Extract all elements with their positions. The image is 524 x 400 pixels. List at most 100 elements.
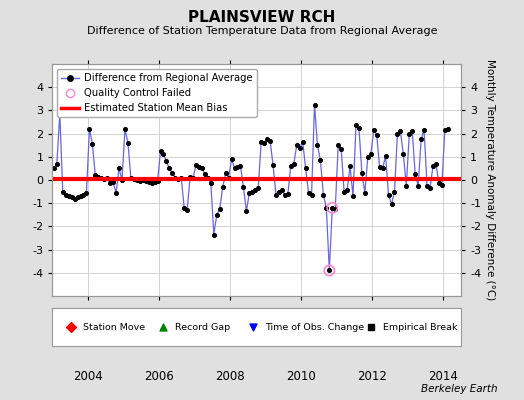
- Point: [239, 184, 248, 190]
- Text: 2008: 2008: [215, 370, 245, 383]
- Point: [310, 102, 319, 108]
- Point: [364, 154, 372, 160]
- Point: [124, 140, 132, 146]
- Point: [141, 178, 150, 184]
- Point: [165, 165, 173, 172]
- Point: [127, 174, 135, 181]
- Point: [269, 162, 277, 168]
- Point: [381, 152, 390, 159]
- Point: [299, 138, 307, 145]
- Point: [325, 267, 334, 274]
- Point: [417, 136, 425, 142]
- Point: [186, 173, 194, 180]
- Point: [64, 193, 73, 200]
- Point: [411, 171, 419, 178]
- Point: [224, 174, 233, 181]
- Point: [355, 125, 363, 131]
- Point: [296, 144, 304, 151]
- Point: [136, 178, 144, 184]
- Point: [426, 185, 434, 191]
- Point: [91, 172, 100, 178]
- Point: [156, 148, 165, 154]
- Point: [373, 132, 381, 138]
- Point: [206, 180, 215, 187]
- Point: [159, 324, 167, 330]
- Point: [222, 170, 230, 176]
- Point: [281, 192, 289, 198]
- Point: [100, 176, 108, 182]
- Point: [204, 174, 212, 181]
- Point: [304, 190, 313, 196]
- Point: [245, 190, 254, 196]
- Point: [396, 128, 405, 134]
- Point: [290, 160, 298, 167]
- Point: [82, 190, 91, 196]
- Point: [322, 205, 331, 211]
- Y-axis label: Monthly Temperature Anomaly Difference (°C): Monthly Temperature Anomaly Difference (…: [485, 59, 495, 301]
- Point: [70, 195, 79, 202]
- Point: [112, 190, 121, 196]
- Point: [432, 160, 440, 167]
- Text: Berkeley Earth: Berkeley Earth: [421, 384, 498, 394]
- Point: [68, 194, 76, 201]
- Point: [334, 142, 342, 148]
- Point: [198, 165, 206, 172]
- Point: [387, 201, 396, 208]
- Point: [94, 173, 103, 180]
- Text: Station Move: Station Move: [83, 322, 145, 332]
- Point: [129, 176, 138, 182]
- Point: [133, 177, 141, 183]
- Point: [384, 192, 392, 198]
- Point: [390, 188, 399, 195]
- Point: [272, 192, 280, 198]
- Point: [369, 127, 378, 133]
- Point: [263, 136, 271, 142]
- Point: [444, 126, 452, 132]
- Point: [275, 188, 283, 195]
- Point: [177, 174, 185, 181]
- Point: [61, 192, 70, 198]
- Point: [231, 165, 239, 172]
- Point: [257, 138, 265, 145]
- Point: [159, 151, 168, 158]
- Legend: Difference from Regional Average, Quality Control Failed, Estimated Station Mean: Difference from Regional Average, Qualit…: [58, 69, 257, 117]
- Point: [251, 187, 259, 194]
- Point: [215, 206, 224, 212]
- Point: [316, 157, 325, 164]
- Point: [189, 174, 197, 181]
- Point: [301, 165, 310, 172]
- Point: [319, 192, 328, 198]
- Point: [88, 141, 96, 147]
- Point: [180, 205, 188, 211]
- Text: 2004: 2004: [73, 370, 103, 383]
- Point: [435, 180, 443, 187]
- Point: [278, 187, 286, 194]
- Point: [283, 191, 292, 197]
- Point: [331, 206, 340, 212]
- Point: [367, 151, 375, 158]
- Text: Record Gap: Record Gap: [175, 322, 230, 332]
- Point: [343, 187, 351, 194]
- Point: [376, 164, 384, 170]
- Point: [52, 160, 61, 167]
- Point: [236, 163, 245, 169]
- Point: [441, 127, 449, 133]
- Point: [340, 188, 348, 195]
- Point: [402, 182, 410, 189]
- Text: Empirical Break: Empirical Break: [384, 322, 458, 332]
- Point: [378, 165, 387, 172]
- Point: [106, 180, 114, 187]
- Point: [414, 182, 422, 189]
- Point: [266, 137, 274, 144]
- Point: [210, 231, 218, 238]
- Point: [337, 146, 345, 152]
- Point: [145, 179, 153, 186]
- Point: [109, 179, 117, 186]
- Point: [121, 126, 129, 132]
- Point: [147, 180, 156, 187]
- Point: [420, 127, 428, 133]
- Text: 2014: 2014: [429, 370, 458, 383]
- Point: [346, 163, 354, 169]
- Text: Time of Obs. Change: Time of Obs. Change: [265, 322, 364, 332]
- Point: [168, 170, 177, 176]
